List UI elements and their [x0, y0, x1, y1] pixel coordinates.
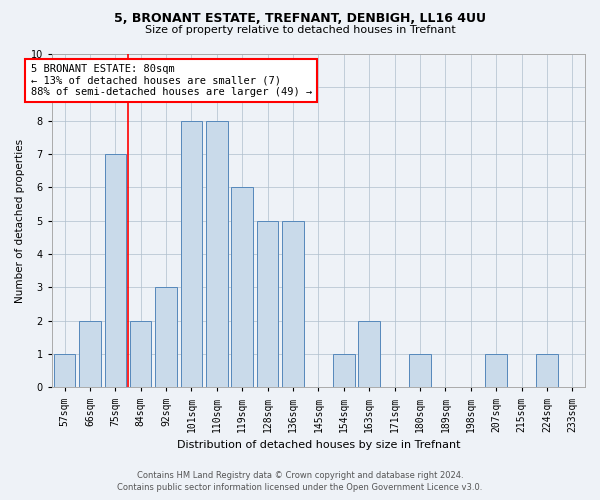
Bar	[130, 320, 151, 388]
Bar	[536, 354, 558, 388]
Bar	[206, 120, 227, 388]
Bar	[333, 354, 355, 388]
Bar	[232, 188, 253, 388]
Bar	[79, 320, 101, 388]
Y-axis label: Number of detached properties: Number of detached properties	[15, 138, 25, 303]
X-axis label: Distribution of detached houses by size in Trefnant: Distribution of detached houses by size …	[176, 440, 460, 450]
Bar	[54, 354, 76, 388]
Text: 5, BRONANT ESTATE, TREFNANT, DENBIGH, LL16 4UU: 5, BRONANT ESTATE, TREFNANT, DENBIGH, LL…	[114, 12, 486, 26]
Text: Contains HM Land Registry data © Crown copyright and database right 2024.
Contai: Contains HM Land Registry data © Crown c…	[118, 471, 482, 492]
Bar	[104, 154, 126, 388]
Bar	[409, 354, 431, 388]
Bar	[485, 354, 507, 388]
Bar	[257, 220, 278, 388]
Bar	[282, 220, 304, 388]
Bar	[358, 320, 380, 388]
Text: 5 BRONANT ESTATE: 80sqm
← 13% of detached houses are smaller (7)
88% of semi-det: 5 BRONANT ESTATE: 80sqm ← 13% of detache…	[31, 64, 312, 98]
Text: Size of property relative to detached houses in Trefnant: Size of property relative to detached ho…	[145, 25, 455, 35]
Bar	[155, 288, 177, 388]
Bar	[181, 120, 202, 388]
